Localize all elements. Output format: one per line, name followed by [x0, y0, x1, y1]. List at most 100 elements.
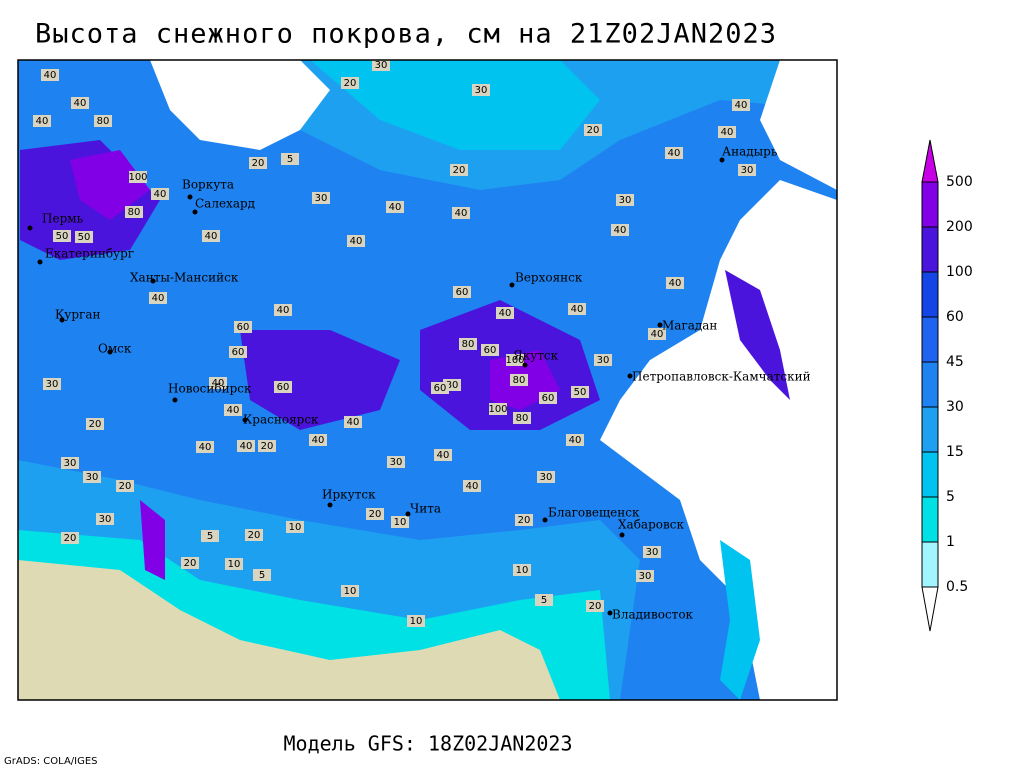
contour-label-text: 30: [375, 60, 388, 71]
contour-label: 40: [237, 440, 255, 452]
contour-label-text: 40: [389, 202, 402, 213]
contour-label-text: 30: [390, 457, 403, 468]
contour-label: 30: [616, 194, 634, 206]
contour-label: 60: [274, 381, 292, 393]
contour-label-text: 40: [347, 417, 360, 428]
contour-label-box: [407, 615, 425, 627]
colorbar-label: 200: [946, 219, 973, 235]
colorbar-label: 15: [946, 444, 964, 460]
contour-label: 60: [431, 382, 449, 394]
contour-label-box: [496, 307, 514, 319]
contour-label-text: 40: [614, 225, 627, 236]
contour-label: 40: [151, 188, 169, 200]
contour-label-text: 40: [36, 116, 49, 127]
contour-label-box: [431, 382, 449, 394]
contour-label-box: [234, 321, 252, 333]
contour-label: 40: [463, 480, 481, 492]
contour-label: 40: [71, 97, 89, 109]
contour-label-box: [665, 147, 683, 159]
contour-label: 40: [33, 115, 51, 127]
contour-label-box: [258, 440, 276, 452]
contour-label-box: [274, 304, 292, 316]
contour-label: 40: [309, 434, 327, 446]
contour-label-box: [391, 516, 409, 528]
contour-label-box: [202, 230, 220, 242]
city-label: Салехард: [195, 197, 255, 211]
city-dot: [522, 362, 528, 368]
contour-label: 40: [665, 147, 683, 159]
contour-label-text: 30: [64, 458, 77, 469]
contour-label-text: 30: [86, 472, 99, 483]
contour-label-text: 40: [240, 441, 253, 452]
city-dot: [719, 157, 725, 163]
contour-label: 20: [450, 164, 468, 176]
contour-label-text: 100: [128, 172, 147, 183]
contour-label: 20: [245, 529, 263, 541]
land: [18, 560, 560, 700]
contour-label-text: 60: [456, 287, 469, 298]
contour-label-text: 60: [277, 382, 290, 393]
contour-label-box: [344, 416, 362, 428]
contour-label: 20: [515, 514, 533, 526]
contour-label-box: [616, 194, 634, 206]
contour-label-box: [201, 530, 219, 542]
contour-label-box: [86, 418, 104, 430]
contour-label-box: [33, 115, 51, 127]
colorbar-band: [921, 139, 939, 183]
contour-label: 40: [718, 126, 736, 138]
contour-label-box: [41, 69, 59, 81]
credit: GrADS: COLA/IGES: [4, 756, 98, 767]
contour-label: 40: [41, 69, 59, 81]
contour-label-text: 5: [287, 154, 293, 165]
contour-label-box: [459, 338, 477, 350]
contour-label-box: [96, 513, 114, 525]
colorbar-label: 100: [946, 264, 973, 280]
contour-label-text: 30: [46, 379, 59, 390]
contour-label-box: [347, 235, 365, 247]
region: [140, 500, 165, 580]
contour-label-box: [366, 508, 384, 520]
contour-label: 40: [344, 416, 362, 428]
contour-label-text: 20: [248, 530, 261, 541]
map-frame: [17, 59, 838, 701]
contour-label: 30: [643, 546, 661, 558]
contour-label: 30: [387, 456, 405, 468]
contour-label: 50: [75, 231, 93, 243]
contour-label: 40: [224, 404, 242, 416]
contour-label-box: [434, 449, 452, 461]
contour-label-text: 60: [484, 345, 497, 356]
colorbar-band: [921, 541, 939, 588]
contour-label-box: [738, 164, 756, 176]
city-dot: [27, 225, 33, 231]
contour-label-text: 50: [78, 232, 91, 243]
contour-label-text: 10: [289, 522, 302, 533]
contour-label: 50: [53, 230, 71, 242]
contour-label-text: 100: [505, 355, 524, 366]
contour-label-text: 40: [350, 236, 363, 247]
city-label: Екатеринбург: [45, 247, 134, 261]
colorbar-band: [921, 406, 939, 453]
contour-label: 5: [253, 569, 271, 581]
contour-label-text: 30: [540, 472, 553, 483]
city-dot: [37, 259, 43, 265]
contour-label-text: 80: [462, 339, 475, 350]
contour-label-text: 40: [199, 442, 212, 453]
contour-label-text: 10: [228, 559, 241, 570]
contour-label: 60: [229, 346, 247, 358]
contour-label: 20: [61, 532, 79, 544]
contour-label: 30: [61, 457, 79, 469]
contour-label-text: 30: [646, 547, 659, 558]
contour-label-box: [732, 99, 750, 111]
city-dot: [107, 349, 113, 355]
contour-label-box: [584, 124, 602, 136]
contour-label-text: 20: [119, 481, 132, 492]
contour-label: 30: [472, 84, 490, 96]
colorbar-label: 500: [946, 174, 973, 190]
contour-label-box: [489, 403, 507, 415]
contour-label-box: [452, 207, 470, 219]
contour-label-box: [94, 115, 112, 127]
contour-label: 20: [181, 557, 199, 569]
contour-label-box: [643, 546, 661, 558]
colorbar-label: 1: [946, 534, 955, 550]
contour-label-text: 20: [64, 533, 77, 544]
